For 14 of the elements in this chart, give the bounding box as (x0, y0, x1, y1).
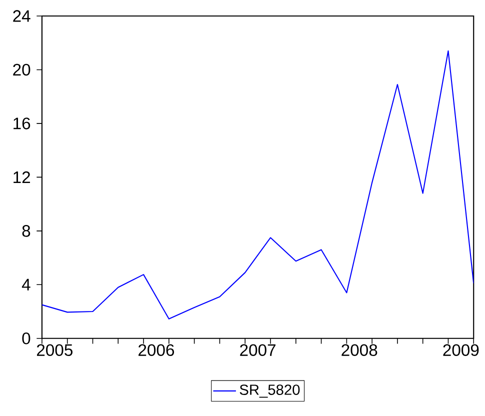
y-tick-label: 16 (14, 118, 30, 130)
legend-label: SR_5820 (240, 384, 300, 398)
y-tick-label: 0 (22, 332, 30, 344)
x-tick-label: 2005 (36, 344, 72, 356)
y-tick-label: 24 (13, 10, 30, 22)
line-series (42, 50, 474, 320)
x-tick-label: 2007 (240, 344, 276, 356)
y-tick-label: 8 (22, 225, 30, 237)
x-tick-label: 2006 (138, 344, 174, 356)
x-tick-label: 2008 (342, 344, 378, 356)
y-tick-label: 4 (22, 279, 30, 291)
y-tick-label: 20 (13, 64, 30, 76)
y-tick-label: 12 (14, 172, 30, 184)
x-tick-label: 2009 (443, 344, 479, 356)
